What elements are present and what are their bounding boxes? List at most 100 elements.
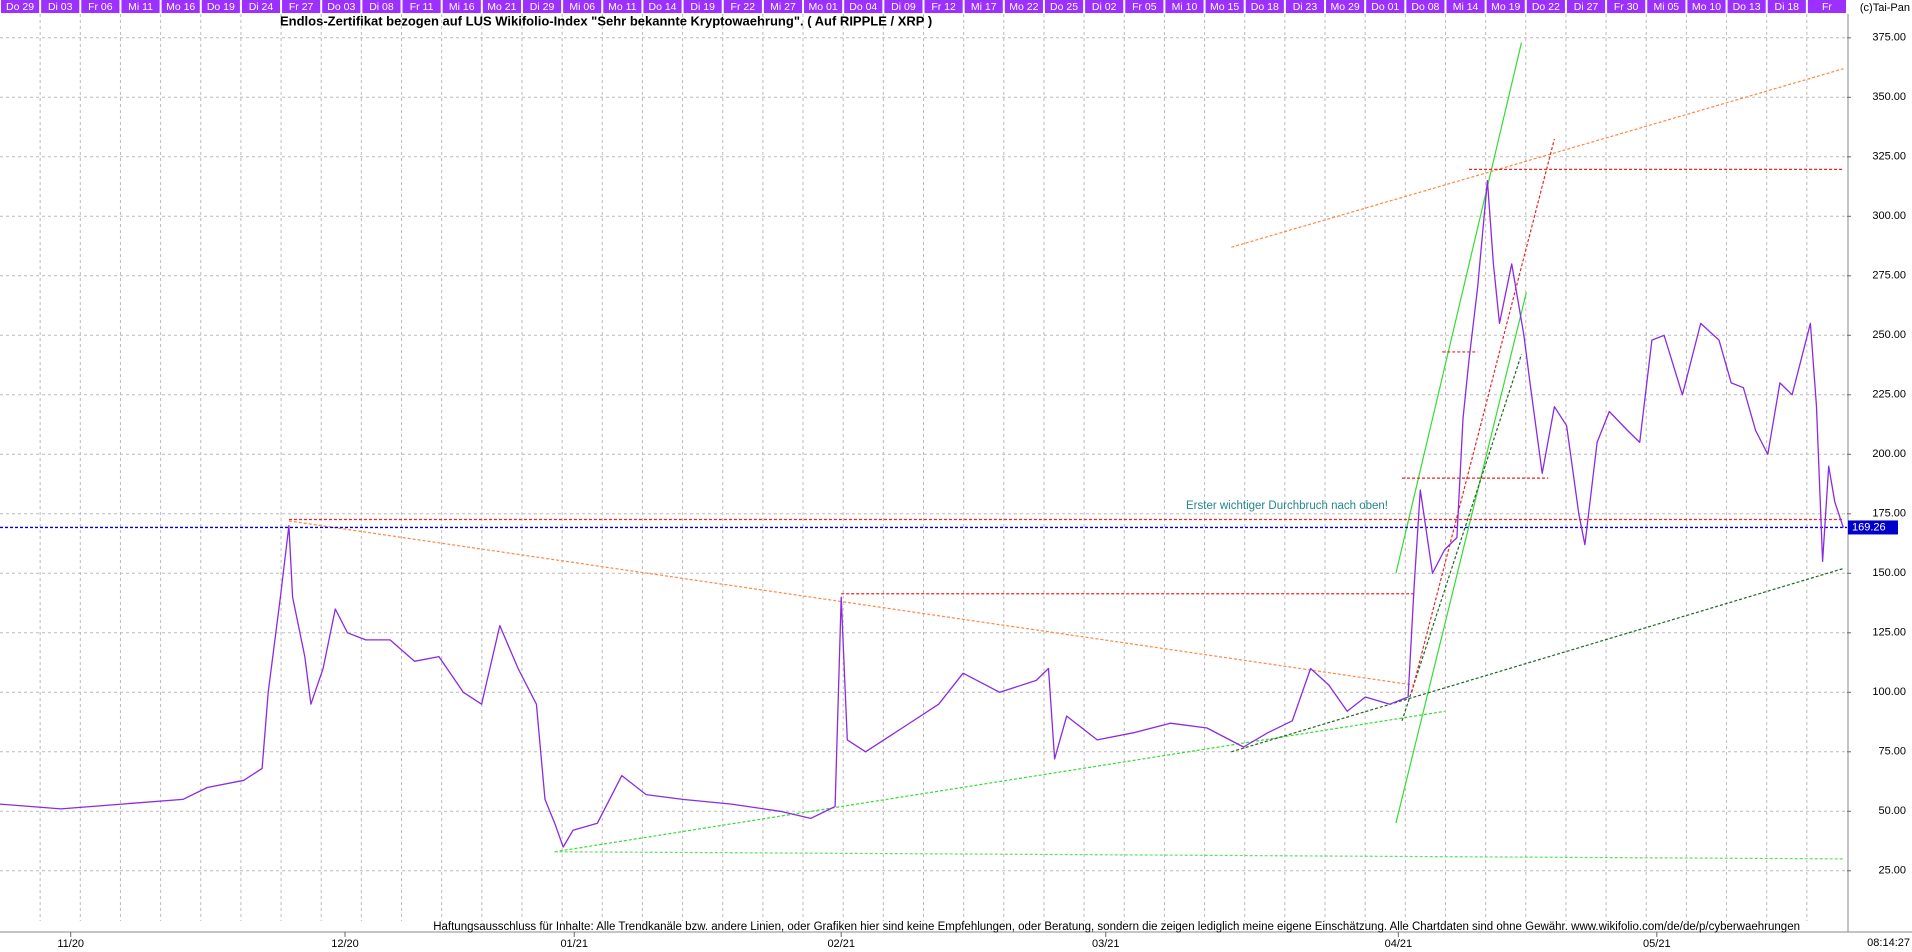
- trend-line: [1395, 42, 1523, 574]
- x-tick-label: 12/20: [331, 938, 359, 950]
- y-tick-label: 175.00: [1872, 508, 1906, 520]
- date-strip-cell: [1446, 0, 1485, 13]
- date-strip-cell: [1486, 0, 1525, 13]
- x-tick-label: 03/21: [1092, 938, 1120, 950]
- date-strip-cell: [402, 0, 441, 13]
- date-strip-cell: [563, 0, 602, 13]
- date-strip-cell: [1004, 0, 1043, 13]
- date-strip-cell: [1687, 0, 1726, 13]
- date-strip-label: Do 19: [207, 1, 235, 13]
- date-strip-label: Fr 27: [289, 1, 314, 13]
- date-strip-cell: [81, 0, 120, 13]
- date-strip-label: Mo 22: [1009, 1, 1038, 13]
- date-strip-cell: [884, 0, 923, 13]
- date-strip-cell: [1326, 0, 1365, 13]
- date-strip-cell: [763, 0, 803, 13]
- date-strip-cell: [844, 0, 883, 13]
- date-strip-label: Do 01: [1371, 1, 1399, 13]
- date-strip-cell: [41, 0, 80, 13]
- trend-line: [288, 520, 1415, 686]
- date-strip-cell: [924, 0, 963, 13]
- date-strip-label: Mi 05: [1653, 1, 1679, 13]
- date-strip-cell: [121, 0, 160, 13]
- date-strip-cell: [1285, 0, 1325, 13]
- trend-line: [1411, 138, 1555, 693]
- date-strip-label: Mo 15: [1210, 1, 1239, 13]
- date-strip-cell: [1406, 0, 1445, 13]
- date-strip-label: Di 29: [530, 1, 555, 13]
- y-tick-label: 25.00: [1878, 865, 1906, 877]
- date-strip-label: Do 03: [327, 1, 355, 13]
- date-strip-cell: [1125, 0, 1164, 13]
- date-strip-cell: [1205, 0, 1244, 13]
- trend-line: [1401, 354, 1523, 722]
- date-strip-label: Di 19: [690, 1, 715, 13]
- y-tick-label: 125.00: [1872, 627, 1906, 639]
- annotation: Erster wichtiger Durchbruch nach oben!: [1186, 500, 1388, 512]
- y-tick-label: 100.00: [1872, 686, 1906, 698]
- date-strip-label: Mo 16: [166, 1, 195, 13]
- date-strip-cell: [1165, 0, 1204, 13]
- date-strip-label: Do 22: [1532, 1, 1560, 13]
- date-strip-label: Do 13: [1733, 1, 1761, 13]
- date-strip-label: Di 27: [1574, 1, 1599, 13]
- date-strip-label: Do 18: [1251, 1, 1279, 13]
- date-strip-label: Mo 11: [608, 1, 637, 13]
- date-strip-label: Di 23: [1293, 1, 1318, 13]
- date-strip-label: Mi 14: [1453, 1, 1479, 13]
- price-line: [0, 179, 1844, 848]
- y-tick-label: 150.00: [1872, 567, 1906, 579]
- date-strip-cell: [964, 0, 1003, 13]
- date-strip-cell: [442, 0, 481, 13]
- trend-line: [1231, 68, 1844, 248]
- date-strip-cell: [161, 0, 200, 13]
- date-strip-label: Fr 12: [931, 1, 956, 13]
- date-strip-cell: [201, 0, 240, 13]
- date-strip-label: Di 18: [1775, 1, 1800, 13]
- y-tick-label: 350.00: [1872, 91, 1906, 103]
- last-price-label: 169.26: [1852, 521, 1886, 533]
- date-strip-cell: [643, 0, 682, 13]
- x-tick-label: 05/21: [1643, 938, 1671, 950]
- date-strip-label: Do 29: [6, 1, 34, 13]
- y-tick-label: 250.00: [1872, 329, 1906, 341]
- chart-title: Endlos-Zertifikat bezogen auf LUS Wikifo…: [280, 13, 932, 28]
- date-strip-cell: [1366, 0, 1405, 13]
- date-strip-cell: [482, 0, 521, 13]
- timestamp: 08:14:27: [1867, 937, 1910, 949]
- date-strip-label: Fr: [1822, 1, 1832, 13]
- x-tick-label: 01/21: [560, 938, 588, 950]
- date-strip-label: Fr 22: [731, 1, 756, 13]
- trend-line: [554, 710, 1445, 853]
- date-strip-label: Mo 19: [1491, 1, 1520, 13]
- date-strip-cell: [362, 0, 401, 13]
- last-price-box: [1848, 520, 1898, 535]
- date-strip-label: Mo 29: [1331, 1, 1360, 13]
- date-strip-label: Fr 05: [1132, 1, 1157, 13]
- date-strip-cell: [683, 0, 722, 13]
- date-strip-cell: [1526, 0, 1565, 13]
- date-strip-cell: [603, 0, 642, 13]
- y-tick-label: 200.00: [1872, 448, 1906, 460]
- date-strip-cell: [522, 0, 562, 13]
- y-tick-label: 300.00: [1872, 210, 1906, 222]
- date-strip-label: Di 02: [1092, 1, 1117, 13]
- date-strip-label: Di 08: [369, 1, 394, 13]
- date-strip-label: Mo 01: [809, 1, 838, 13]
- date-strip-cell: [282, 0, 321, 13]
- date-strip-label: Mi 27: [770, 1, 796, 13]
- date-strip-label: Mi 06: [569, 1, 595, 13]
- date-strip-label: Do 04: [849, 1, 877, 13]
- date-strip-cell: [1245, 0, 1284, 13]
- date-strip-cell: [723, 0, 762, 13]
- date-strip-cell: [1607, 0, 1646, 13]
- trend-line: [1231, 567, 1844, 753]
- date-strip-label: Mi 10: [1172, 1, 1198, 13]
- y-tick-label: 275.00: [1872, 270, 1906, 282]
- date-strip-label: Di 03: [48, 1, 73, 13]
- copyright: (c)Tai-Pan: [1860, 2, 1910, 14]
- y-tick-label: 375.00: [1872, 32, 1906, 44]
- date-strip-label: Do 08: [1411, 1, 1439, 13]
